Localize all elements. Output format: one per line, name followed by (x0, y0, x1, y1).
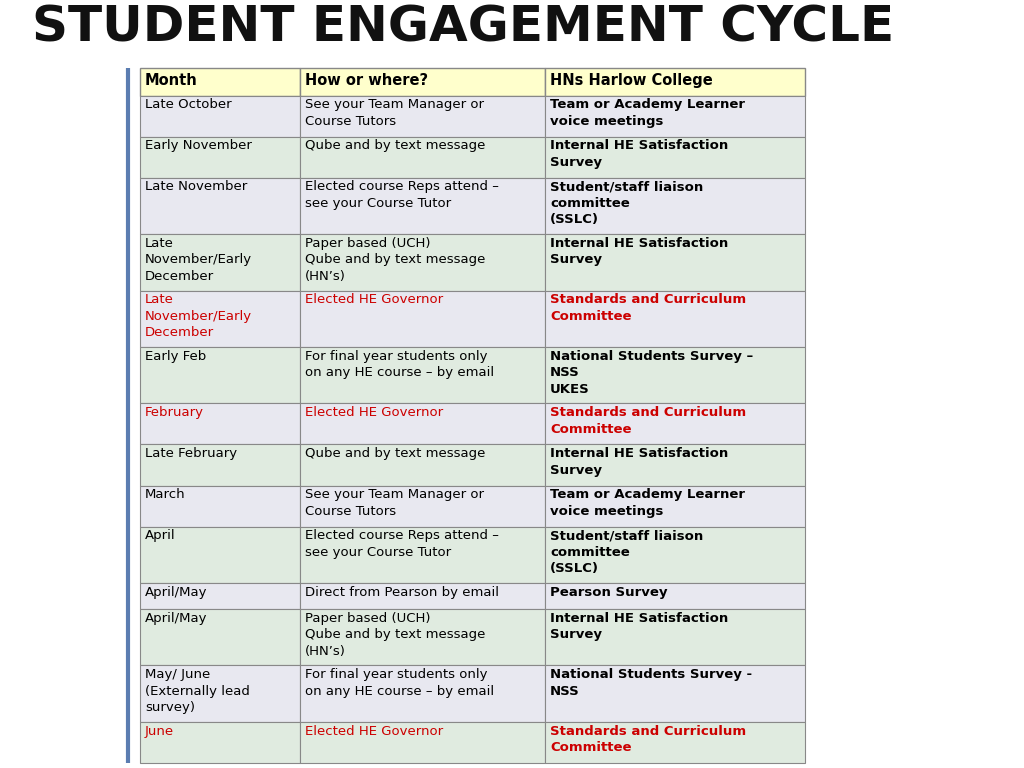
Bar (140, 68, 300, 95)
Text: Late
November/Early
December: Late November/Early December (145, 237, 252, 283)
Text: Direct from Pearson by email: Direct from Pearson by email (305, 586, 499, 599)
Text: Late February: Late February (145, 447, 238, 460)
Bar (140, 445, 300, 485)
Bar (140, 234, 300, 290)
Text: How or where?: How or where? (305, 74, 428, 88)
Bar (140, 403, 300, 445)
Text: Student/staff liaison
committee
(SSLC): Student/staff liaison committee (SSLC) (550, 180, 703, 227)
Bar (300, 527, 545, 583)
Text: Standards and Curriculum
Committee: Standards and Curriculum Committee (550, 293, 746, 323)
Text: For final year students only
on any HE course – by email: For final year students only on any HE c… (305, 349, 495, 379)
Text: Internal HE Satisfaction
Survey: Internal HE Satisfaction Survey (550, 139, 728, 169)
Text: June: June (145, 724, 174, 737)
Bar (545, 234, 805, 290)
Bar (300, 137, 545, 178)
Text: Paper based (UCH)
Qube and by text message
(HN’s): Paper based (UCH) Qube and by text messa… (305, 237, 485, 283)
Bar (545, 347, 805, 403)
Text: Elected HE Governor: Elected HE Governor (305, 724, 443, 737)
Text: Internal HE Satisfaction
Survey: Internal HE Satisfaction Survey (550, 447, 728, 477)
Text: Team or Academy Learner
voice meetings: Team or Academy Learner voice meetings (550, 98, 745, 127)
Bar (300, 68, 545, 95)
Bar (545, 137, 805, 178)
Bar (300, 665, 545, 722)
Text: Qube and by text message: Qube and by text message (305, 447, 485, 460)
Text: April/May: April/May (145, 586, 208, 599)
Bar (300, 234, 545, 290)
Bar (140, 665, 300, 722)
Text: April: April (145, 529, 176, 542)
Text: Late November: Late November (145, 180, 247, 194)
Bar (300, 290, 545, 347)
Text: National Students Survey –
NSS
UKES: National Students Survey – NSS UKES (550, 349, 754, 396)
Bar (545, 722, 805, 763)
Text: Paper based (UCH)
Qube and by text message
(HN’s): Paper based (UCH) Qube and by text messa… (305, 612, 485, 657)
Bar (545, 583, 805, 609)
Bar (140, 485, 300, 527)
Bar (300, 485, 545, 527)
Bar (545, 403, 805, 445)
Bar (140, 347, 300, 403)
Bar (300, 347, 545, 403)
Bar (545, 527, 805, 583)
Bar (140, 527, 300, 583)
Text: Elected course Reps attend –
see your Course Tutor: Elected course Reps attend – see your Co… (305, 180, 499, 210)
Text: See your Team Manager or
Course Tutors: See your Team Manager or Course Tutors (305, 488, 484, 518)
Bar (300, 722, 545, 763)
Text: STUDENT ENGAGEMENT CYCLE: STUDENT ENGAGEMENT CYCLE (32, 4, 894, 52)
Bar (140, 722, 300, 763)
Text: Team or Academy Learner
voice meetings: Team or Academy Learner voice meetings (550, 488, 745, 518)
Bar (300, 178, 545, 234)
Bar (140, 137, 300, 178)
Text: Elected HE Governor: Elected HE Governor (305, 293, 443, 306)
Bar (545, 178, 805, 234)
Text: April/May: April/May (145, 612, 208, 624)
Bar (545, 665, 805, 722)
Text: Elected course Reps attend –
see your Course Tutor: Elected course Reps attend – see your Co… (305, 529, 499, 559)
Bar (300, 609, 545, 665)
Text: Standards and Curriculum
Committee: Standards and Curriculum Committee (550, 724, 746, 754)
Bar (545, 95, 805, 137)
Bar (545, 290, 805, 347)
Text: March: March (145, 488, 185, 502)
Bar (545, 485, 805, 527)
Bar (300, 583, 545, 609)
Bar (545, 68, 805, 95)
Text: Early November: Early November (145, 139, 252, 152)
Text: See your Team Manager or
Course Tutors: See your Team Manager or Course Tutors (305, 98, 484, 127)
Bar (300, 95, 545, 137)
Text: National Students Survey -
NSS: National Students Survey - NSS (550, 668, 752, 697)
Text: Late October: Late October (145, 98, 231, 111)
Bar (300, 445, 545, 485)
Text: Late
November/Early
December: Late November/Early December (145, 293, 252, 339)
Text: February: February (145, 406, 204, 419)
Text: Early Feb: Early Feb (145, 349, 206, 362)
Bar (140, 609, 300, 665)
Bar (140, 290, 300, 347)
Text: Internal HE Satisfaction
Survey: Internal HE Satisfaction Survey (550, 237, 728, 266)
Text: HNs Harlow College: HNs Harlow College (550, 74, 713, 88)
Text: For final year students only
on any HE course – by email: For final year students only on any HE c… (305, 668, 495, 697)
Bar (300, 403, 545, 445)
Bar (140, 178, 300, 234)
Text: May/ June
(Externally lead
survey): May/ June (Externally lead survey) (145, 668, 250, 714)
Bar (140, 583, 300, 609)
Text: Standards and Curriculum
Committee: Standards and Curriculum Committee (550, 406, 746, 435)
Text: Month: Month (145, 74, 198, 88)
Text: Pearson Survey: Pearson Survey (550, 586, 668, 599)
Bar (140, 95, 300, 137)
Bar (545, 609, 805, 665)
Bar (545, 445, 805, 485)
Text: Internal HE Satisfaction
Survey: Internal HE Satisfaction Survey (550, 612, 728, 641)
Text: Qube and by text message: Qube and by text message (305, 139, 485, 152)
Text: Student/staff liaison
committee
(SSLC): Student/staff liaison committee (SSLC) (550, 529, 703, 575)
Text: Elected HE Governor: Elected HE Governor (305, 406, 443, 419)
